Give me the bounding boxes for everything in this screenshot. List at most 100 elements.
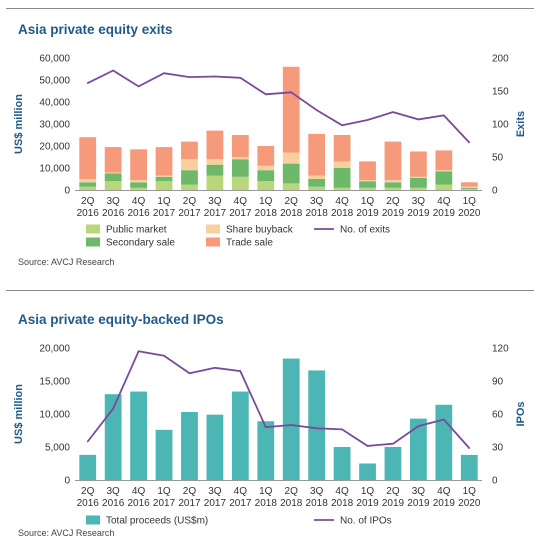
line-point — [86, 440, 89, 443]
x-tick-label: 2019 — [356, 498, 379, 509]
bar — [231, 159, 249, 177]
x-tick-label: 2018 — [331, 208, 354, 219]
y2-tick-label: 50 — [492, 153, 504, 164]
top-rule — [6, 8, 534, 9]
x-tick-label: 4Q — [234, 196, 248, 207]
bar — [206, 164, 224, 176]
x-tick-label: 2017 — [153, 208, 176, 219]
x-tick-label: 2018 — [255, 498, 278, 509]
bar — [435, 150, 453, 171]
bar — [308, 186, 326, 190]
x-tick-label: 2019 — [382, 208, 405, 219]
x-tick-label: 2018 — [306, 208, 329, 219]
line-point — [163, 72, 165, 74]
bar — [257, 146, 275, 166]
x-tick-label: 2017 — [229, 498, 252, 509]
x-tick-label: 2019 — [407, 208, 430, 219]
y-tick-label: 50,000 — [39, 76, 70, 87]
bar — [384, 180, 402, 183]
x-tick-label: 2017 — [178, 208, 201, 219]
bar — [130, 391, 147, 480]
x-tick-label: 1Q — [259, 196, 273, 207]
bar — [257, 181, 275, 190]
x-tick-label: 2Q — [81, 196, 95, 207]
y-tick-label: 10,000 — [39, 164, 70, 175]
line-point — [214, 367, 216, 369]
bar — [308, 370, 326, 480]
line-point — [443, 418, 445, 421]
line-point — [264, 93, 267, 96]
x-tick-label: 1Q — [361, 486, 375, 497]
bar — [155, 429, 173, 480]
legend-swatch — [86, 224, 100, 234]
x-tick-label: 2019 — [382, 498, 405, 509]
bar — [104, 173, 122, 182]
line-point — [392, 111, 394, 113]
bar — [359, 187, 376, 190]
line-point — [137, 350, 140, 353]
x-tick-label: 2017 — [204, 498, 227, 509]
y2-tick-label: 100 — [492, 120, 509, 131]
source-note: Source: AVCJ Research — [18, 528, 115, 538]
y-axis-title: US$ million — [13, 384, 25, 444]
y-tick-label: 20,000 — [39, 344, 70, 355]
ipos-chart: 0 5,000 10,000 15,000 20,000 0 30 60 90 120 US$ mi… — [13, 344, 527, 527]
bar — [79, 179, 97, 183]
legend-label: No. of exits — [340, 225, 390, 236]
exits-chart: 0 10,000 20,000 30,000 40,000 50,000 60,000 0 50… — [13, 54, 527, 249]
x-tick-label: 1Q — [361, 196, 375, 207]
y-tick-label: 0 — [64, 476, 70, 487]
y2-tick-label: 90 — [492, 377, 504, 388]
legend-swatch — [86, 515, 100, 525]
x-tick-label: 2Q — [285, 196, 299, 207]
bar — [460, 186, 478, 188]
line-point — [112, 69, 114, 72]
bar — [231, 391, 249, 480]
x-tick-label: 2020 — [458, 498, 481, 509]
bar — [308, 179, 326, 187]
y-tick-label: 0 — [64, 186, 70, 197]
y-tick-label: 5,000 — [45, 443, 70, 454]
x-tick-label: 2Q — [386, 196, 400, 207]
exits-panel: Asia private equity exits 0 10,000 20,000 3… — [6, 8, 534, 267]
x-tick-label: 2018 — [331, 498, 354, 509]
bar — [104, 147, 122, 173]
line-point — [86, 82, 89, 84]
y-tick-label: 10,000 — [39, 410, 70, 421]
x-tick-label: 2016 — [127, 208, 150, 219]
legend-label: Secondary sale — [106, 238, 175, 249]
top-rule — [6, 290, 534, 291]
line-series — [86, 350, 470, 449]
bar — [79, 137, 97, 179]
bar — [333, 447, 351, 480]
bar — [410, 177, 427, 188]
bar — [282, 183, 300, 190]
y-tick-label: 15,000 — [39, 377, 70, 388]
line-point — [315, 427, 318, 430]
y-tick-label: 30,000 — [39, 120, 70, 131]
bar — [206, 159, 224, 165]
bar — [155, 147, 173, 176]
line-point — [392, 442, 394, 445]
bar — [104, 394, 122, 480]
line-point — [366, 119, 369, 121]
x-tick-label: 2Q — [386, 486, 400, 497]
bar — [282, 66, 300, 153]
bar — [206, 130, 224, 160]
x-tick-label: 2018 — [280, 498, 303, 509]
bar — [130, 180, 147, 183]
legend-swatch — [206, 237, 220, 247]
bar — [333, 187, 351, 190]
x-tick-label: 2019 — [433, 498, 456, 509]
bar — [104, 172, 122, 174]
line-point — [341, 428, 343, 431]
x-tick-label: 2019 — [407, 498, 430, 509]
bar — [333, 135, 351, 162]
legend-label: Public market — [106, 225, 167, 236]
x-tick-label: 2019 — [433, 208, 456, 219]
bar — [155, 175, 173, 177]
bar — [257, 170, 275, 182]
x-tick-label: 1Q — [259, 486, 273, 497]
x-tick-label: 1Q — [157, 196, 171, 207]
bar — [359, 161, 376, 181]
